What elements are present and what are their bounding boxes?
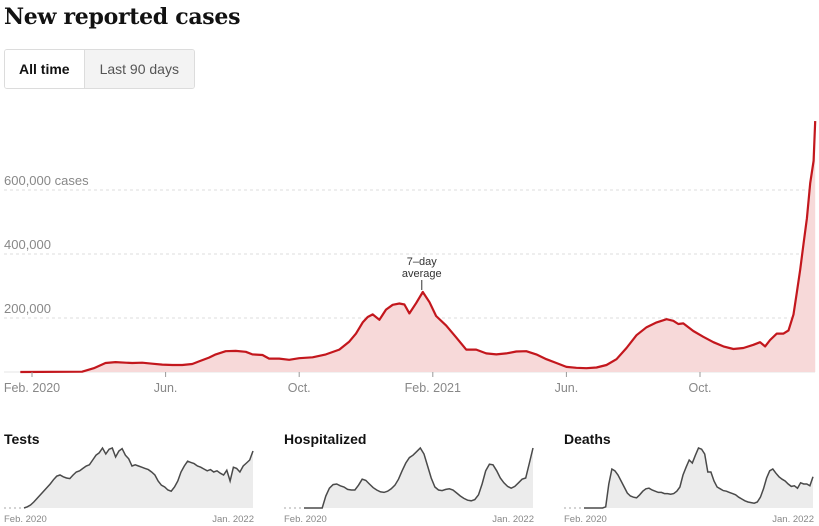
x-tick-label: Oct. (288, 381, 311, 395)
mini-area (24, 448, 253, 508)
mini-x-label-end: Jan. 2022 (492, 514, 534, 525)
hospitalized-mini-chart: Feb. 2020 Jan. 2022 (284, 446, 534, 525)
annotation-label: average (402, 268, 442, 280)
tests-mini-chart: Feb. 2020 Jan. 2022 (4, 446, 254, 525)
mini-area (584, 448, 813, 508)
x-tick-label: Oct. (689, 381, 712, 395)
mini-x-label-end: Jan. 2022 (772, 514, 814, 525)
main-cases-chart: 200,000 400,000 600,000 cases Feb. 2020 Jun… (4, 121, 817, 395)
mini-x-label-start: Feb. 2020 (564, 514, 607, 525)
mini-area (304, 448, 533, 508)
mini-x-label-end: Jan. 2022 (212, 514, 254, 525)
x-tick-label: Feb. 2021 (405, 381, 461, 395)
y-tick-label: 600,000 cases (4, 173, 89, 188)
mini-line (23, 446, 254, 509)
cases-line (20, 121, 817, 374)
deaths-mini-chart: Feb. 2020 Jan. 2022 (564, 447, 814, 525)
cases-area (20, 121, 816, 372)
deaths-title: Deaths (564, 431, 611, 447)
tests-title: Tests (4, 431, 40, 447)
tab-last-90-days[interactable]: Last 90 days (83, 50, 194, 88)
annotation-label: 7–day (407, 256, 437, 268)
mini-x-label-start: Feb. 2020 (4, 514, 47, 525)
x-tick-label: Feb. 2020 (4, 381, 60, 395)
tab-all-time[interactable]: All time (5, 50, 84, 88)
page-title: New reported cases (4, 4, 241, 30)
y-tick-label: 400,000 (4, 237, 51, 252)
mini-line (584, 447, 814, 509)
mini-x-label-start: Feb. 2020 (284, 514, 327, 525)
x-tick-label: Jun. (154, 381, 178, 395)
mini-line (304, 446, 534, 509)
hospitalized-title: Hospitalized (284, 431, 367, 447)
time-range-tabs: All time Last 90 days (4, 49, 195, 89)
x-tick-label: Jun. (555, 381, 579, 395)
y-tick-label: 200,000 (4, 301, 51, 316)
